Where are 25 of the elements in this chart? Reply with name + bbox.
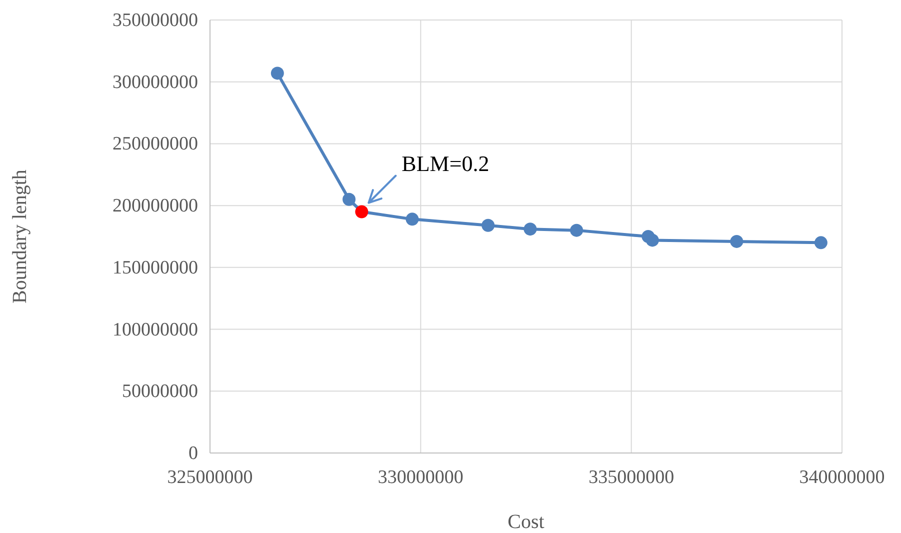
y-tick-label: 150000000 — [112, 257, 198, 278]
x-tick-label: 325000000 — [167, 467, 253, 488]
y-tick-label: 200000000 — [112, 196, 198, 217]
point — [730, 234, 744, 248]
point — [406, 212, 419, 226]
point — [524, 222, 537, 236]
point — [570, 224, 584, 237]
point — [355, 205, 368, 218]
x-tick-label: 330000000 — [378, 467, 464, 488]
x-tick-label: 335000000 — [588, 467, 674, 488]
y-tick-label: 0 — [188, 443, 198, 464]
y-tick-label: 300000000 — [112, 72, 198, 93]
annotation: BLM=0.2 — [402, 150, 490, 176]
y-tick-label: 100000000 — [112, 319, 198, 340]
x-axis-title: Cost — [508, 511, 545, 533]
point — [342, 192, 356, 206]
y-tick-label: 250000000 — [112, 134, 198, 155]
y-tick-label: 50000000 — [122, 381, 198, 402]
point — [814, 236, 828, 250]
y-tick-label: 350000000 — [112, 10, 198, 31]
point — [270, 66, 284, 80]
x-tick-label: 340000000 — [799, 467, 885, 488]
point — [646, 234, 659, 247]
y-axis-title: Boundary length — [9, 170, 31, 304]
point — [482, 218, 495, 232]
